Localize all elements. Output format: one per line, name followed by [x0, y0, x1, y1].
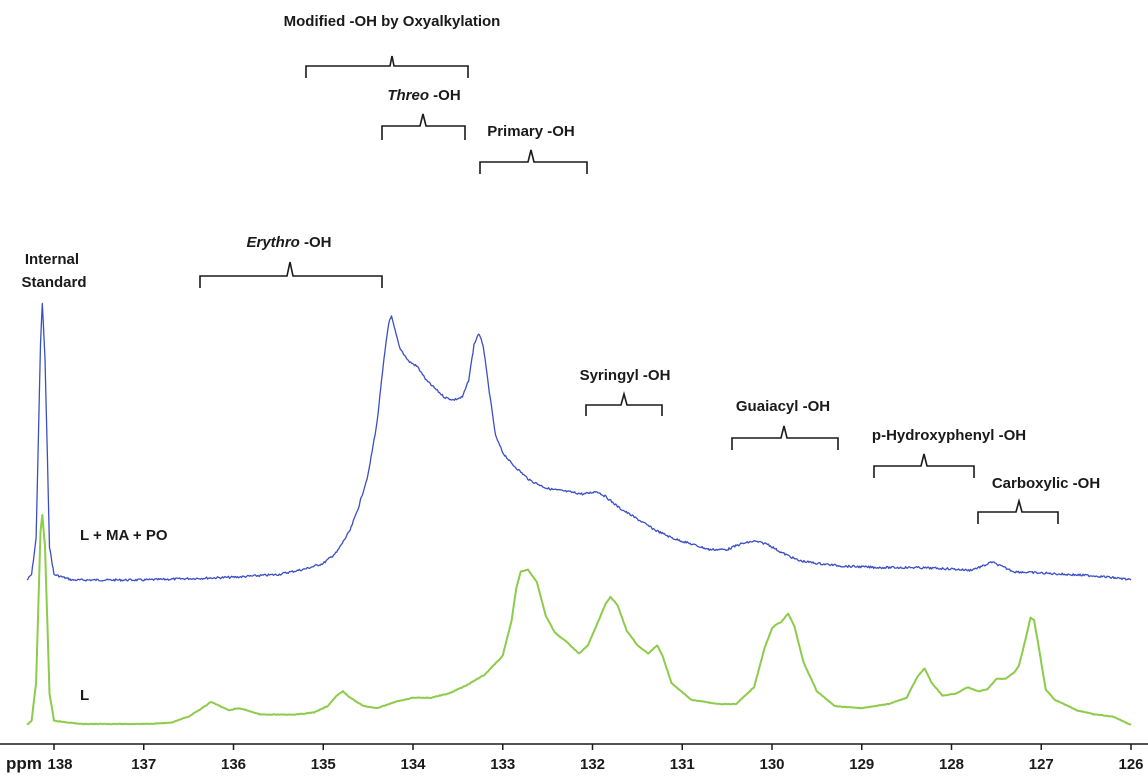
x-tick-label: 127	[1029, 756, 1054, 773]
threo-rest: -OH	[429, 87, 461, 104]
series-label-l: L	[80, 687, 89, 704]
x-tick-label: 130	[759, 756, 784, 773]
threo-italic: Threo	[387, 87, 429, 104]
erythro-oh-label: Erythro -OH	[246, 234, 331, 251]
erythro-italic: Erythro	[246, 234, 299, 251]
series-line-l	[26, 514, 1132, 726]
x-tick-label: 128	[939, 756, 964, 773]
threo-oh-label: Threo -OH	[387, 87, 460, 104]
x-tick-label: 138	[47, 756, 72, 773]
x-axis-ticks: 138 137 136 135 134 133 132 131 130 129 128 127 126	[47, 744, 1144, 773]
guaiacyl-oh-label: Guaiacyl -OH	[736, 398, 830, 415]
syringyl-oh-brace	[585, 390, 663, 416]
annotations: Internal Standard L + MA + PO L Modified…	[21, 13, 1100, 704]
modified-oh-brace	[305, 55, 469, 78]
x-tick-label: 135	[311, 756, 336, 773]
x-tick-label: 136	[221, 756, 246, 773]
primary-oh-label: Primary -OH	[487, 123, 575, 140]
x-tick-label: 126	[1118, 756, 1143, 773]
x-axis-label: ppm	[6, 754, 42, 773]
internal-standard-line-2: Standard	[21, 274, 86, 291]
series-label-l-ma-po: L + MA + PO	[80, 527, 168, 544]
x-tick-label: 129	[849, 756, 874, 773]
internal-standard-label: Internal Standard	[21, 251, 86, 291]
erythro-rest: -OH	[300, 234, 332, 251]
series-layer	[26, 302, 1132, 726]
p-hydroxyphenyl-oh-brace	[873, 453, 975, 478]
primary-oh-brace	[479, 149, 588, 174]
x-axis: ppm 138 137 136 135 134 133 132 131 130 129 128 127…	[0, 743, 1148, 773]
x-tick-label: 134	[400, 756, 426, 773]
syringyl-oh-label: Syringyl -OH	[580, 367, 671, 384]
carboxylic-oh-label: Carboxylic -OH	[992, 475, 1100, 492]
x-tick-label: 133	[490, 756, 515, 773]
p-hydroxyphenyl-oh-label: p-Hydroxyphenyl -OH	[872, 427, 1026, 444]
x-tick-label: 137	[131, 756, 156, 773]
series-line-l-ma-po	[26, 302, 1132, 582]
x-tick-label: 132	[580, 756, 605, 773]
modified-oh-label: Modified -OH by Oxyalkylation	[284, 13, 501, 30]
x-tick-label: 131	[670, 756, 695, 773]
internal-standard-line-1: Internal	[25, 251, 79, 268]
threo-oh-brace	[381, 113, 466, 140]
erythro-oh-brace	[199, 261, 383, 288]
guaiacyl-oh-brace	[731, 425, 839, 450]
carboxylic-oh-brace	[977, 497, 1059, 524]
